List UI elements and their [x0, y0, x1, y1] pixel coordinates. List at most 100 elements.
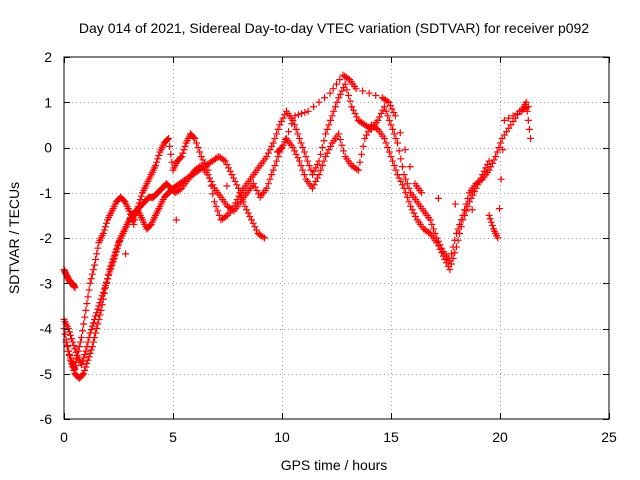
data-point: [313, 160, 321, 168]
data-point: [111, 251, 119, 259]
data-point: [402, 189, 410, 197]
data-point: [441, 255, 449, 263]
data-point: [266, 175, 274, 183]
data-point: [365, 89, 373, 97]
data-point: [338, 87, 346, 95]
data-point: [98, 292, 106, 300]
data-point: [397, 155, 405, 163]
data-point: [487, 218, 495, 226]
data-point: [105, 271, 113, 279]
data-point: [82, 347, 90, 355]
data-point: [485, 211, 493, 219]
data-point: [67, 356, 75, 364]
data-point: [191, 134, 199, 142]
data-point: [94, 305, 102, 313]
data-point: [81, 366, 89, 374]
data-point: [467, 194, 475, 202]
data-point: [390, 108, 398, 116]
data-point: [87, 346, 95, 354]
data-point: [246, 213, 254, 221]
data-point: [353, 113, 361, 121]
data-point: [372, 91, 380, 99]
data-point: [398, 181, 406, 189]
data-point: [385, 116, 393, 124]
data-point: [377, 110, 385, 118]
x-tick-label: 25: [601, 429, 617, 445]
data-point: [231, 177, 239, 185]
data-point: [310, 103, 318, 111]
data-point: [292, 150, 300, 158]
data-point: [359, 142, 367, 150]
data-point: [268, 142, 276, 150]
data-point: [85, 353, 93, 361]
y-tick-label: 1: [44, 94, 52, 110]
data-point: [513, 110, 521, 118]
data-point: [309, 171, 317, 179]
data-point: [505, 114, 513, 122]
data-point: [181, 142, 189, 150]
data-point: [289, 144, 297, 151]
data-point: [315, 171, 323, 179]
data-point: [79, 327, 87, 335]
data-point: [214, 207, 222, 215]
data-point: [212, 202, 220, 210]
data-point: [86, 279, 94, 287]
data-point: [325, 146, 333, 154]
data-point: [113, 244, 121, 252]
data-point: [390, 130, 398, 138]
data-point: [383, 97, 391, 105]
data-point: [394, 139, 402, 147]
data-point: [264, 149, 272, 157]
data-point: [390, 162, 398, 170]
data-point: [300, 148, 308, 156]
data-point: [499, 146, 507, 154]
data-point: [317, 166, 325, 174]
data-point: [398, 163, 406, 171]
data-point: [295, 134, 303, 142]
data-point: [338, 141, 346, 149]
data-point: [312, 164, 320, 172]
data-point: [278, 144, 286, 151]
data-point: [340, 147, 348, 155]
data-point: [434, 242, 442, 250]
data-point: [477, 174, 485, 182]
data-point: [276, 121, 284, 129]
data-point: [344, 91, 352, 99]
data-point: [261, 234, 269, 242]
data-point: [165, 134, 173, 142]
data-point: [509, 112, 517, 120]
data-point: [96, 298, 104, 306]
data-point: [386, 102, 394, 110]
data-point: [329, 85, 337, 93]
data-point: [228, 206, 236, 214]
data-point: [402, 175, 410, 183]
data-point: [168, 158, 176, 166]
data-point: [164, 136, 172, 144]
data-point: [233, 181, 241, 189]
data-point: [527, 134, 535, 142]
data-point: [348, 103, 356, 111]
data-point: [71, 345, 79, 353]
data-point: [387, 153, 395, 161]
data-point: [426, 216, 434, 224]
data-point: [525, 125, 533, 133]
data-point: [87, 326, 95, 334]
data-point: [108, 261, 116, 269]
data-point: [110, 254, 118, 262]
data-point: [330, 107, 338, 115]
data-point: [125, 207, 133, 215]
data-point: [209, 181, 217, 189]
data-point: [109, 258, 117, 266]
data-point: [497, 139, 505, 147]
data-point: [388, 105, 396, 113]
data-point: [228, 171, 236, 179]
data-point: [80, 320, 88, 328]
data-point: [226, 167, 234, 175]
data-point: [88, 322, 96, 330]
data-point: [451, 200, 459, 208]
data-point: [475, 177, 483, 185]
data-point: [391, 112, 399, 120]
data-point: [88, 270, 96, 278]
data-point: [354, 166, 362, 174]
